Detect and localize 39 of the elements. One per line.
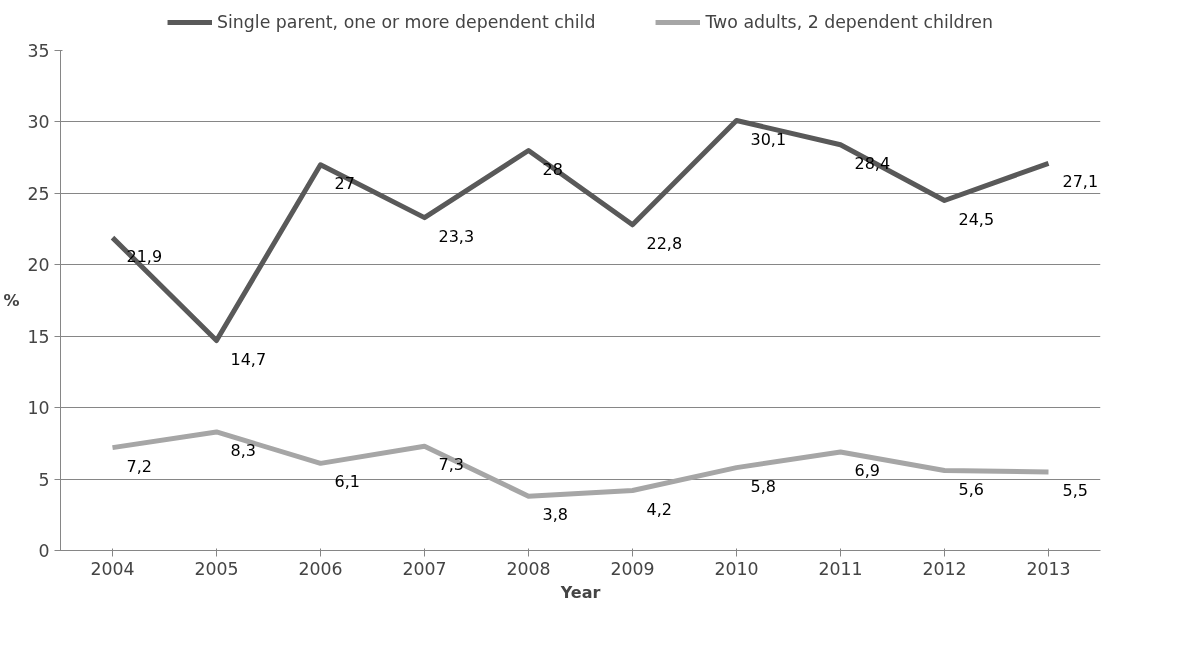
x-tick-label: 2010 [714, 558, 759, 579]
y-tick-label: 35 [27, 41, 50, 61]
x-tick-label: 2005 [194, 558, 239, 579]
data-label: 5,6 [958, 479, 984, 499]
data-label: 30,1 [750, 129, 787, 149]
data-label: 6,9 [854, 460, 880, 480]
x-tick-label: 2007 [402, 558, 447, 579]
data-label: 5,8 [750, 476, 776, 496]
data-label: 22,8 [646, 233, 683, 253]
data-label: 6,1 [334, 472, 360, 492]
data-label: 23,3 [438, 226, 475, 246]
y-tick-label: 10 [27, 398, 50, 419]
data-label: 3,8 [542, 505, 568, 525]
legend-label: Two adults, 2 dependent children [705, 12, 993, 32]
y-axis-title: % [3, 291, 20, 310]
data-label: 27 [334, 173, 355, 193]
data-label: 5,5 [1062, 480, 1088, 500]
data-label: 8,3 [230, 440, 256, 460]
x-axis-title: Year [559, 582, 601, 602]
x-tick-label: 2013 [1026, 558, 1071, 579]
x-tick-label: 2011 [818, 558, 863, 579]
data-label: 24,5 [958, 209, 995, 229]
y-tick-label: 5 [38, 469, 50, 490]
data-label: 4,2 [646, 499, 672, 519]
x-tick-label: 2012 [922, 558, 967, 579]
y-tick-label: 25 [27, 183, 50, 204]
data-label: 7,3 [438, 455, 464, 475]
data-label: 7,2 [126, 456, 152, 476]
y-tick-label: 30 [27, 112, 50, 133]
data-label: 27,1 [1062, 172, 1099, 192]
legend-label: Single parent, one or more dependent child [217, 12, 596, 32]
x-tick-label: 2004 [90, 558, 135, 579]
x-tick-label: 2008 [506, 558, 551, 579]
data-label: 14,7 [230, 349, 267, 369]
y-tick-label: 20 [27, 255, 50, 276]
x-tick-label: 2009 [610, 558, 655, 579]
y-tick-label: 15 [27, 326, 50, 347]
x-tick-label: 2006 [298, 558, 343, 579]
y-tick-label: 0 [38, 541, 50, 561]
